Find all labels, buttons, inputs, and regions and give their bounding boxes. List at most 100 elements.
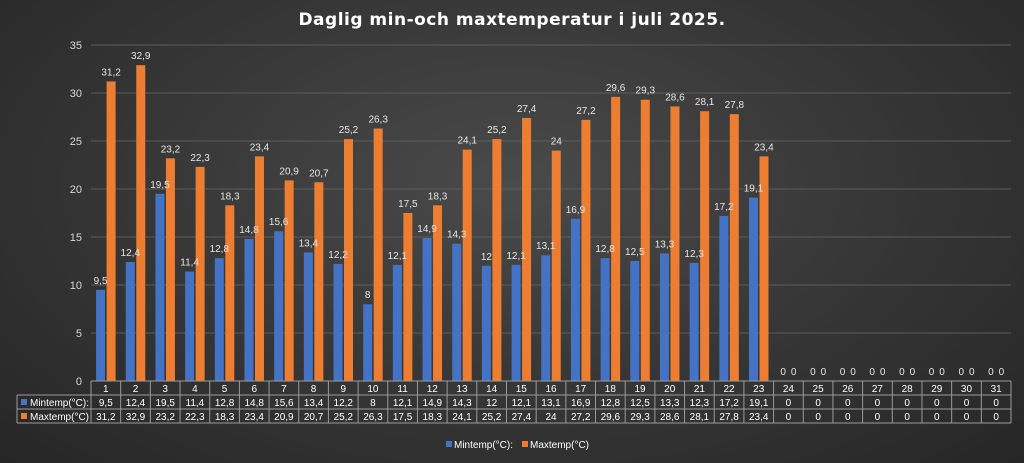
- legend-label: Maxtemp(°C): [530, 440, 589, 451]
- max-data-label: 20,7: [309, 168, 329, 179]
- table-cell-min: 15,6: [274, 398, 294, 409]
- min-bar: [274, 231, 284, 381]
- table-cell-min: 0: [934, 398, 940, 409]
- table-cell-max: 25,2: [334, 412, 354, 423]
- max-data-label: 17,5: [398, 199, 418, 210]
- min-bar: [392, 264, 402, 381]
- min-data-label: 0: [780, 367, 786, 378]
- max-bar: [165, 158, 175, 381]
- min-bar: [600, 258, 610, 381]
- table-cell-max: 27,8: [719, 412, 739, 423]
- table-cell-max: 20,7: [304, 412, 324, 423]
- table-cell-min: 9,5: [99, 398, 113, 409]
- min-bar: [511, 264, 521, 381]
- min-data-label: 12,1: [388, 251, 408, 262]
- max-bar: [433, 205, 443, 381]
- table-cell-min: 12,1: [512, 398, 532, 409]
- min-bar: [748, 197, 758, 381]
- table-legend-key: [21, 413, 27, 419]
- table-cell-min: 0: [964, 398, 970, 409]
- table-cell-max: 0: [875, 412, 881, 423]
- y-axis: 0 5 10 15 20 25 30 35: [70, 40, 82, 388]
- min-data-label: 19,5: [150, 180, 170, 191]
- min-data-label: 0: [899, 367, 905, 378]
- max-bar: [195, 166, 205, 381]
- gridlines: [91, 44, 1011, 382]
- max-bar: [522, 117, 532, 382]
- max-bar: [551, 150, 561, 381]
- x-category-label: 1: [103, 384, 109, 395]
- table-cell-min: 16,9: [571, 398, 591, 409]
- table-cell-max: 29,3: [630, 412, 650, 423]
- max-data-label: 25,2: [487, 125, 507, 136]
- table-cell-min: 13,1: [541, 398, 561, 409]
- min-data-label: 16,9: [566, 205, 586, 216]
- min-data-label: 8: [365, 290, 371, 301]
- min-data-label: 14,9: [417, 224, 437, 235]
- table-cell-min: 0: [875, 398, 881, 409]
- table-cell-max: 0: [786, 412, 792, 423]
- max-bar: [462, 149, 472, 381]
- table-cell-min: 14,9: [423, 398, 443, 409]
- max-data-label: 31,2: [101, 67, 121, 78]
- table-row-label: Maxtemp(°C): [30, 412, 89, 423]
- table-cell-min: 12,2: [334, 398, 354, 409]
- max-bar: [314, 182, 324, 381]
- min-bar: [303, 252, 313, 381]
- max-data-label: 24: [551, 137, 563, 148]
- min-bar: [125, 261, 135, 381]
- max-data-label: 22,3: [190, 153, 210, 164]
- min-data-label: 12,3: [684, 249, 704, 260]
- min-bar: [422, 237, 432, 381]
- table-cell-min: 14,8: [244, 398, 264, 409]
- table-cell-min: 12,8: [215, 398, 235, 409]
- min-data-label: 14,3: [447, 230, 467, 241]
- min-bar: [96, 289, 106, 381]
- max-bar: [106, 81, 116, 381]
- table-cell-min: 12,5: [630, 398, 650, 409]
- x-category-label: 23: [753, 384, 765, 395]
- max-data-label: 0: [910, 367, 916, 378]
- max-bar: [640, 99, 650, 381]
- x-category-label: 16: [545, 384, 557, 395]
- table-cell-min: 12,8: [601, 398, 621, 409]
- table-cell-max: 0: [815, 412, 821, 423]
- max-data-label: 23,2: [161, 144, 181, 155]
- min-data-label: 0: [988, 367, 994, 378]
- min-data-label: 14,8: [239, 225, 259, 236]
- max-bar: [611, 96, 621, 381]
- table-cell-max: 27,2: [571, 412, 591, 423]
- x-category-label: 8: [311, 384, 317, 395]
- max-data-label: 0: [969, 367, 975, 378]
- min-bar: [185, 271, 195, 381]
- min-bar: [333, 263, 343, 381]
- x-category-label: 4: [192, 384, 198, 395]
- table-cell-min: 14,3: [452, 398, 472, 409]
- table-cell-max: 0: [964, 412, 970, 423]
- min-data-label: 12,2: [328, 250, 348, 261]
- table-cell-min: 12: [486, 398, 498, 409]
- table-legend-key: [21, 399, 27, 405]
- table-cell-min: 8: [370, 398, 376, 409]
- y-tick-label: 0: [76, 376, 82, 388]
- x-category-label: 10: [367, 384, 379, 395]
- table-cell-max: 23,2: [155, 412, 175, 423]
- max-data-label: 32,9: [131, 51, 151, 62]
- table-cell-max: 0: [934, 412, 940, 423]
- table-cell-min: 0: [993, 398, 999, 409]
- table-cell-min: 0: [845, 398, 851, 409]
- min-bar: [214, 258, 224, 381]
- table-cell-max: 23,4: [244, 412, 264, 423]
- table-cell-max: 29,6: [601, 412, 621, 423]
- x-category-label: 2: [133, 384, 139, 395]
- max-bar: [670, 106, 680, 381]
- min-data-label: 13,3: [655, 239, 675, 250]
- max-data-label: 18,3: [220, 191, 240, 202]
- y-tick-label: 10: [70, 280, 82, 292]
- legend: Mintemp(°C): Maxtemp(°C): [446, 440, 589, 451]
- min-bar: [541, 255, 551, 381]
- min-data-label: 9,5: [94, 276, 108, 287]
- table-cell-max: 24,1: [452, 412, 472, 423]
- bars: [96, 65, 769, 382]
